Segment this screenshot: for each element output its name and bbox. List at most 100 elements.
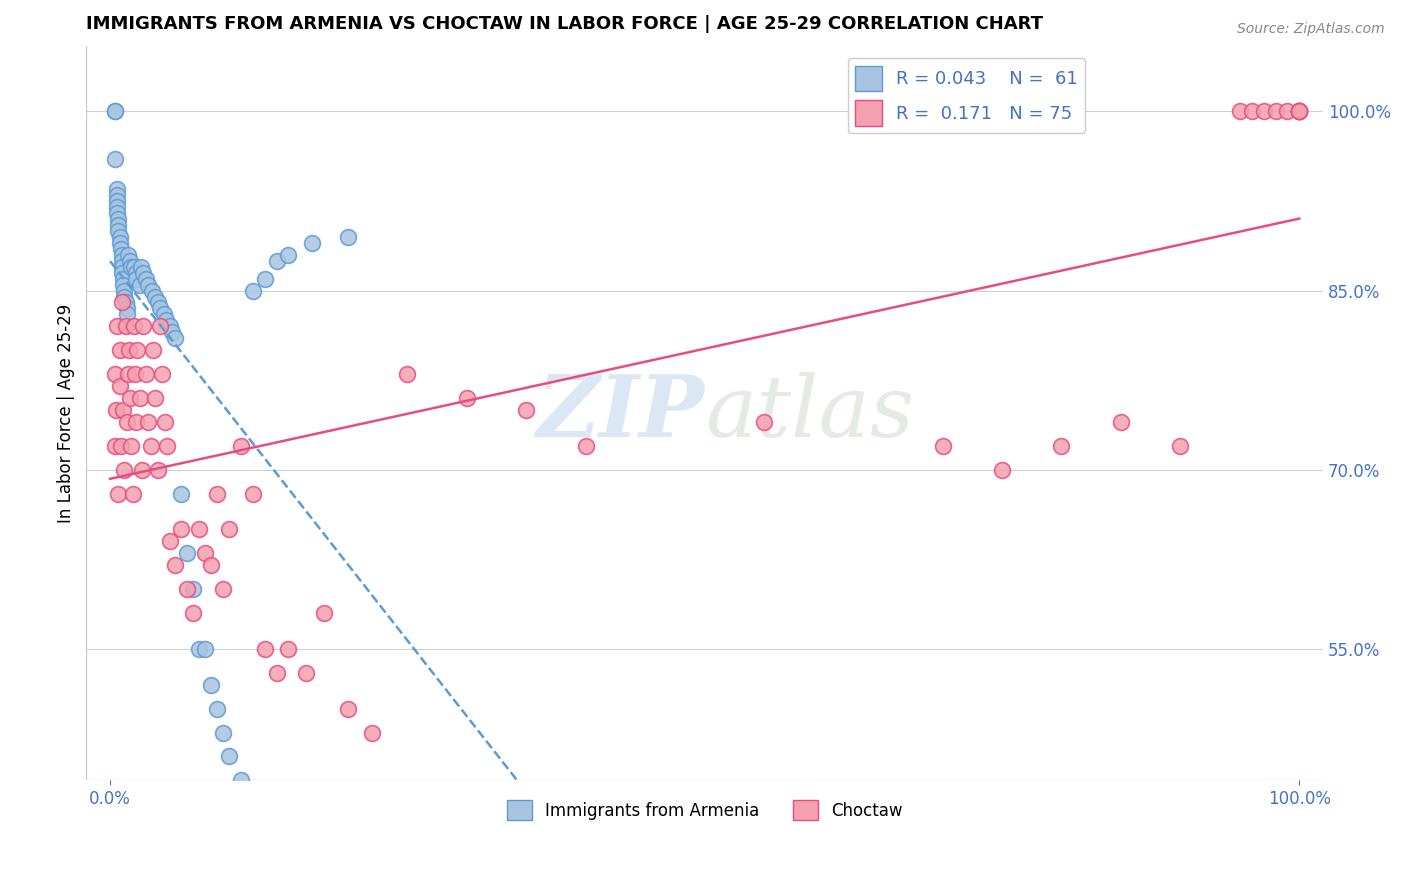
Point [1109, 415, 1132, 429]
Point [253, 641, 276, 656]
Point [396, 367, 419, 381]
Point [129, 260, 152, 274]
Point [336, 229, 359, 244]
Point [165, 558, 187, 573]
Point [205, 486, 228, 500]
Point [108, 379, 131, 393]
Point [108, 235, 131, 250]
Point [111, 248, 134, 262]
Point [1288, 104, 1310, 119]
Point [931, 439, 953, 453]
Legend: Immigrants from Armenia, Choctaw: Immigrants from Armenia, Choctaw [501, 793, 910, 827]
Point [112, 403, 135, 417]
Point [1253, 104, 1275, 119]
Point [108, 343, 131, 358]
Point [212, 582, 235, 597]
Point [200, 558, 222, 573]
Point [105, 182, 128, 196]
Point [188, 523, 211, 537]
Point [156, 439, 179, 453]
Point [122, 260, 145, 274]
Point [107, 218, 129, 232]
Text: ZIP: ZIP [537, 371, 704, 455]
Point [336, 701, 359, 715]
Point [266, 253, 288, 268]
Point [188, 641, 211, 656]
Point [1288, 104, 1310, 119]
Point [183, 606, 205, 620]
Text: IMMIGRANTS FROM ARMENIA VS CHOCTAW IN LABOR FORCE | AGE 25-29 CORRELATION CHART: IMMIGRANTS FROM ARMENIA VS CHOCTAW IN LA… [86, 15, 1043, 33]
Point [218, 523, 240, 537]
Point [153, 415, 176, 429]
Point [108, 229, 131, 244]
Point [1170, 439, 1192, 453]
Point [170, 523, 193, 537]
Point [111, 266, 134, 280]
Point [112, 284, 135, 298]
Point [122, 319, 145, 334]
Point [124, 367, 146, 381]
Point [143, 289, 166, 303]
Point [295, 665, 318, 680]
Point [212, 725, 235, 739]
Point [266, 665, 288, 680]
Point [176, 546, 198, 560]
Point [136, 415, 159, 429]
Point [152, 367, 174, 381]
Point [104, 104, 127, 119]
Point [183, 582, 205, 597]
Point [105, 188, 128, 202]
Point [112, 277, 135, 292]
Point [105, 206, 128, 220]
Point [242, 284, 264, 298]
Point [114, 295, 136, 310]
Point [149, 319, 172, 334]
Point [112, 463, 135, 477]
Point [200, 678, 222, 692]
Point [112, 289, 135, 303]
Point [1229, 104, 1251, 119]
Point [515, 403, 537, 417]
Point [105, 200, 128, 214]
Point [125, 266, 148, 280]
Point [121, 260, 143, 274]
Y-axis label: In Labor Force | Age 25-29: In Labor Force | Age 25-29 [58, 303, 75, 523]
Point [115, 301, 138, 316]
Point [575, 439, 598, 453]
Point [754, 415, 776, 429]
Point [159, 534, 181, 549]
Point [152, 308, 174, 322]
Point [110, 242, 132, 256]
Point [141, 284, 163, 298]
Point [117, 248, 139, 262]
Point [105, 194, 128, 208]
Point [1240, 104, 1263, 119]
Point [120, 253, 142, 268]
Point [165, 331, 187, 345]
Point [132, 319, 155, 334]
Point [125, 271, 148, 285]
Point [194, 546, 217, 560]
Point [135, 367, 157, 381]
Point [146, 295, 169, 310]
Point [1277, 104, 1299, 119]
Point [301, 235, 323, 250]
Point [142, 343, 165, 358]
Point [1288, 104, 1310, 119]
Point [110, 439, 132, 453]
Point [105, 319, 128, 334]
Point [118, 343, 141, 358]
Point [111, 253, 134, 268]
Text: atlas: atlas [704, 372, 914, 454]
Point [120, 391, 142, 405]
Point [170, 486, 193, 500]
Point [125, 415, 148, 429]
Point [131, 463, 153, 477]
Point [159, 319, 181, 334]
Point [139, 439, 162, 453]
Point [149, 301, 172, 316]
Point [242, 486, 264, 500]
Point [104, 367, 127, 381]
Point [218, 749, 240, 764]
Point [104, 152, 127, 166]
